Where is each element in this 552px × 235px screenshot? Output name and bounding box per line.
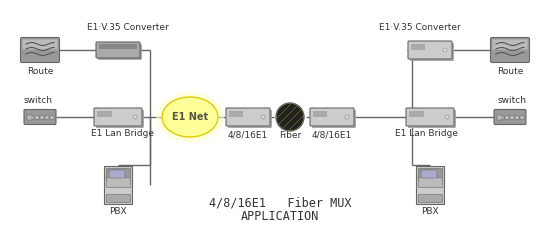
FancyBboxPatch shape <box>98 44 142 60</box>
FancyBboxPatch shape <box>408 110 456 128</box>
Text: E1 Lan Bridge: E1 Lan Bridge <box>395 129 458 138</box>
Bar <box>229 111 243 117</box>
Bar <box>515 115 518 119</box>
Text: PBX: PBX <box>109 207 127 216</box>
Bar <box>520 115 523 119</box>
Bar <box>40 115 44 119</box>
Bar <box>106 177 130 187</box>
Bar <box>109 170 125 178</box>
FancyBboxPatch shape <box>406 108 454 126</box>
Bar <box>510 115 513 119</box>
Bar <box>411 44 425 50</box>
FancyBboxPatch shape <box>23 39 57 50</box>
Ellipse shape <box>162 97 218 137</box>
Bar <box>106 168 130 180</box>
Text: switch: switch <box>24 96 52 105</box>
Ellipse shape <box>156 92 224 142</box>
FancyBboxPatch shape <box>96 110 144 128</box>
Bar <box>418 177 442 187</box>
Bar <box>416 166 444 204</box>
Bar <box>421 170 437 178</box>
Text: E1 Lan Bridge: E1 Lan Bridge <box>91 129 153 138</box>
FancyBboxPatch shape <box>408 41 452 59</box>
Circle shape <box>261 115 265 119</box>
FancyBboxPatch shape <box>94 108 142 126</box>
Bar <box>505 115 508 119</box>
Bar <box>50 115 54 119</box>
Text: E1·V.35 Converter: E1·V.35 Converter <box>87 23 169 32</box>
Text: Route: Route <box>497 67 523 76</box>
FancyBboxPatch shape <box>310 108 354 126</box>
Bar <box>313 111 327 117</box>
Text: E1·V.35 Converter: E1·V.35 Converter <box>379 23 461 32</box>
Text: APPLICATION: APPLICATION <box>241 211 319 223</box>
Text: Route: Route <box>27 67 53 76</box>
Bar <box>30 115 34 119</box>
Text: 4/8/16E1: 4/8/16E1 <box>312 131 352 140</box>
Bar <box>418 168 442 180</box>
Bar <box>418 194 442 202</box>
FancyBboxPatch shape <box>494 110 526 125</box>
FancyBboxPatch shape <box>20 38 60 63</box>
Bar <box>497 115 502 120</box>
Circle shape <box>445 115 449 119</box>
FancyBboxPatch shape <box>24 110 56 125</box>
Bar <box>409 111 424 117</box>
FancyBboxPatch shape <box>96 42 140 58</box>
Circle shape <box>345 115 349 119</box>
Bar <box>106 194 130 202</box>
Text: E1 Net: E1 Net <box>172 112 208 122</box>
Bar <box>500 115 503 119</box>
Text: Fiber: Fiber <box>279 131 301 140</box>
Text: 4/8/16E1   Fiber MUX: 4/8/16E1 Fiber MUX <box>209 196 351 209</box>
Circle shape <box>443 48 447 52</box>
Bar <box>45 115 49 119</box>
FancyBboxPatch shape <box>410 43 454 61</box>
FancyBboxPatch shape <box>226 108 270 126</box>
Bar <box>27 115 32 120</box>
Text: switch: switch <box>497 96 527 105</box>
FancyBboxPatch shape <box>492 39 528 50</box>
Bar <box>99 44 137 49</box>
Bar <box>97 111 113 117</box>
FancyBboxPatch shape <box>312 110 356 128</box>
Bar <box>104 166 132 204</box>
Circle shape <box>133 115 137 119</box>
FancyBboxPatch shape <box>491 38 529 63</box>
Text: 4/8/16E1: 4/8/16E1 <box>228 131 268 140</box>
Circle shape <box>276 103 304 131</box>
Bar <box>35 115 39 119</box>
Text: PBX: PBX <box>421 207 439 216</box>
FancyBboxPatch shape <box>228 110 272 128</box>
